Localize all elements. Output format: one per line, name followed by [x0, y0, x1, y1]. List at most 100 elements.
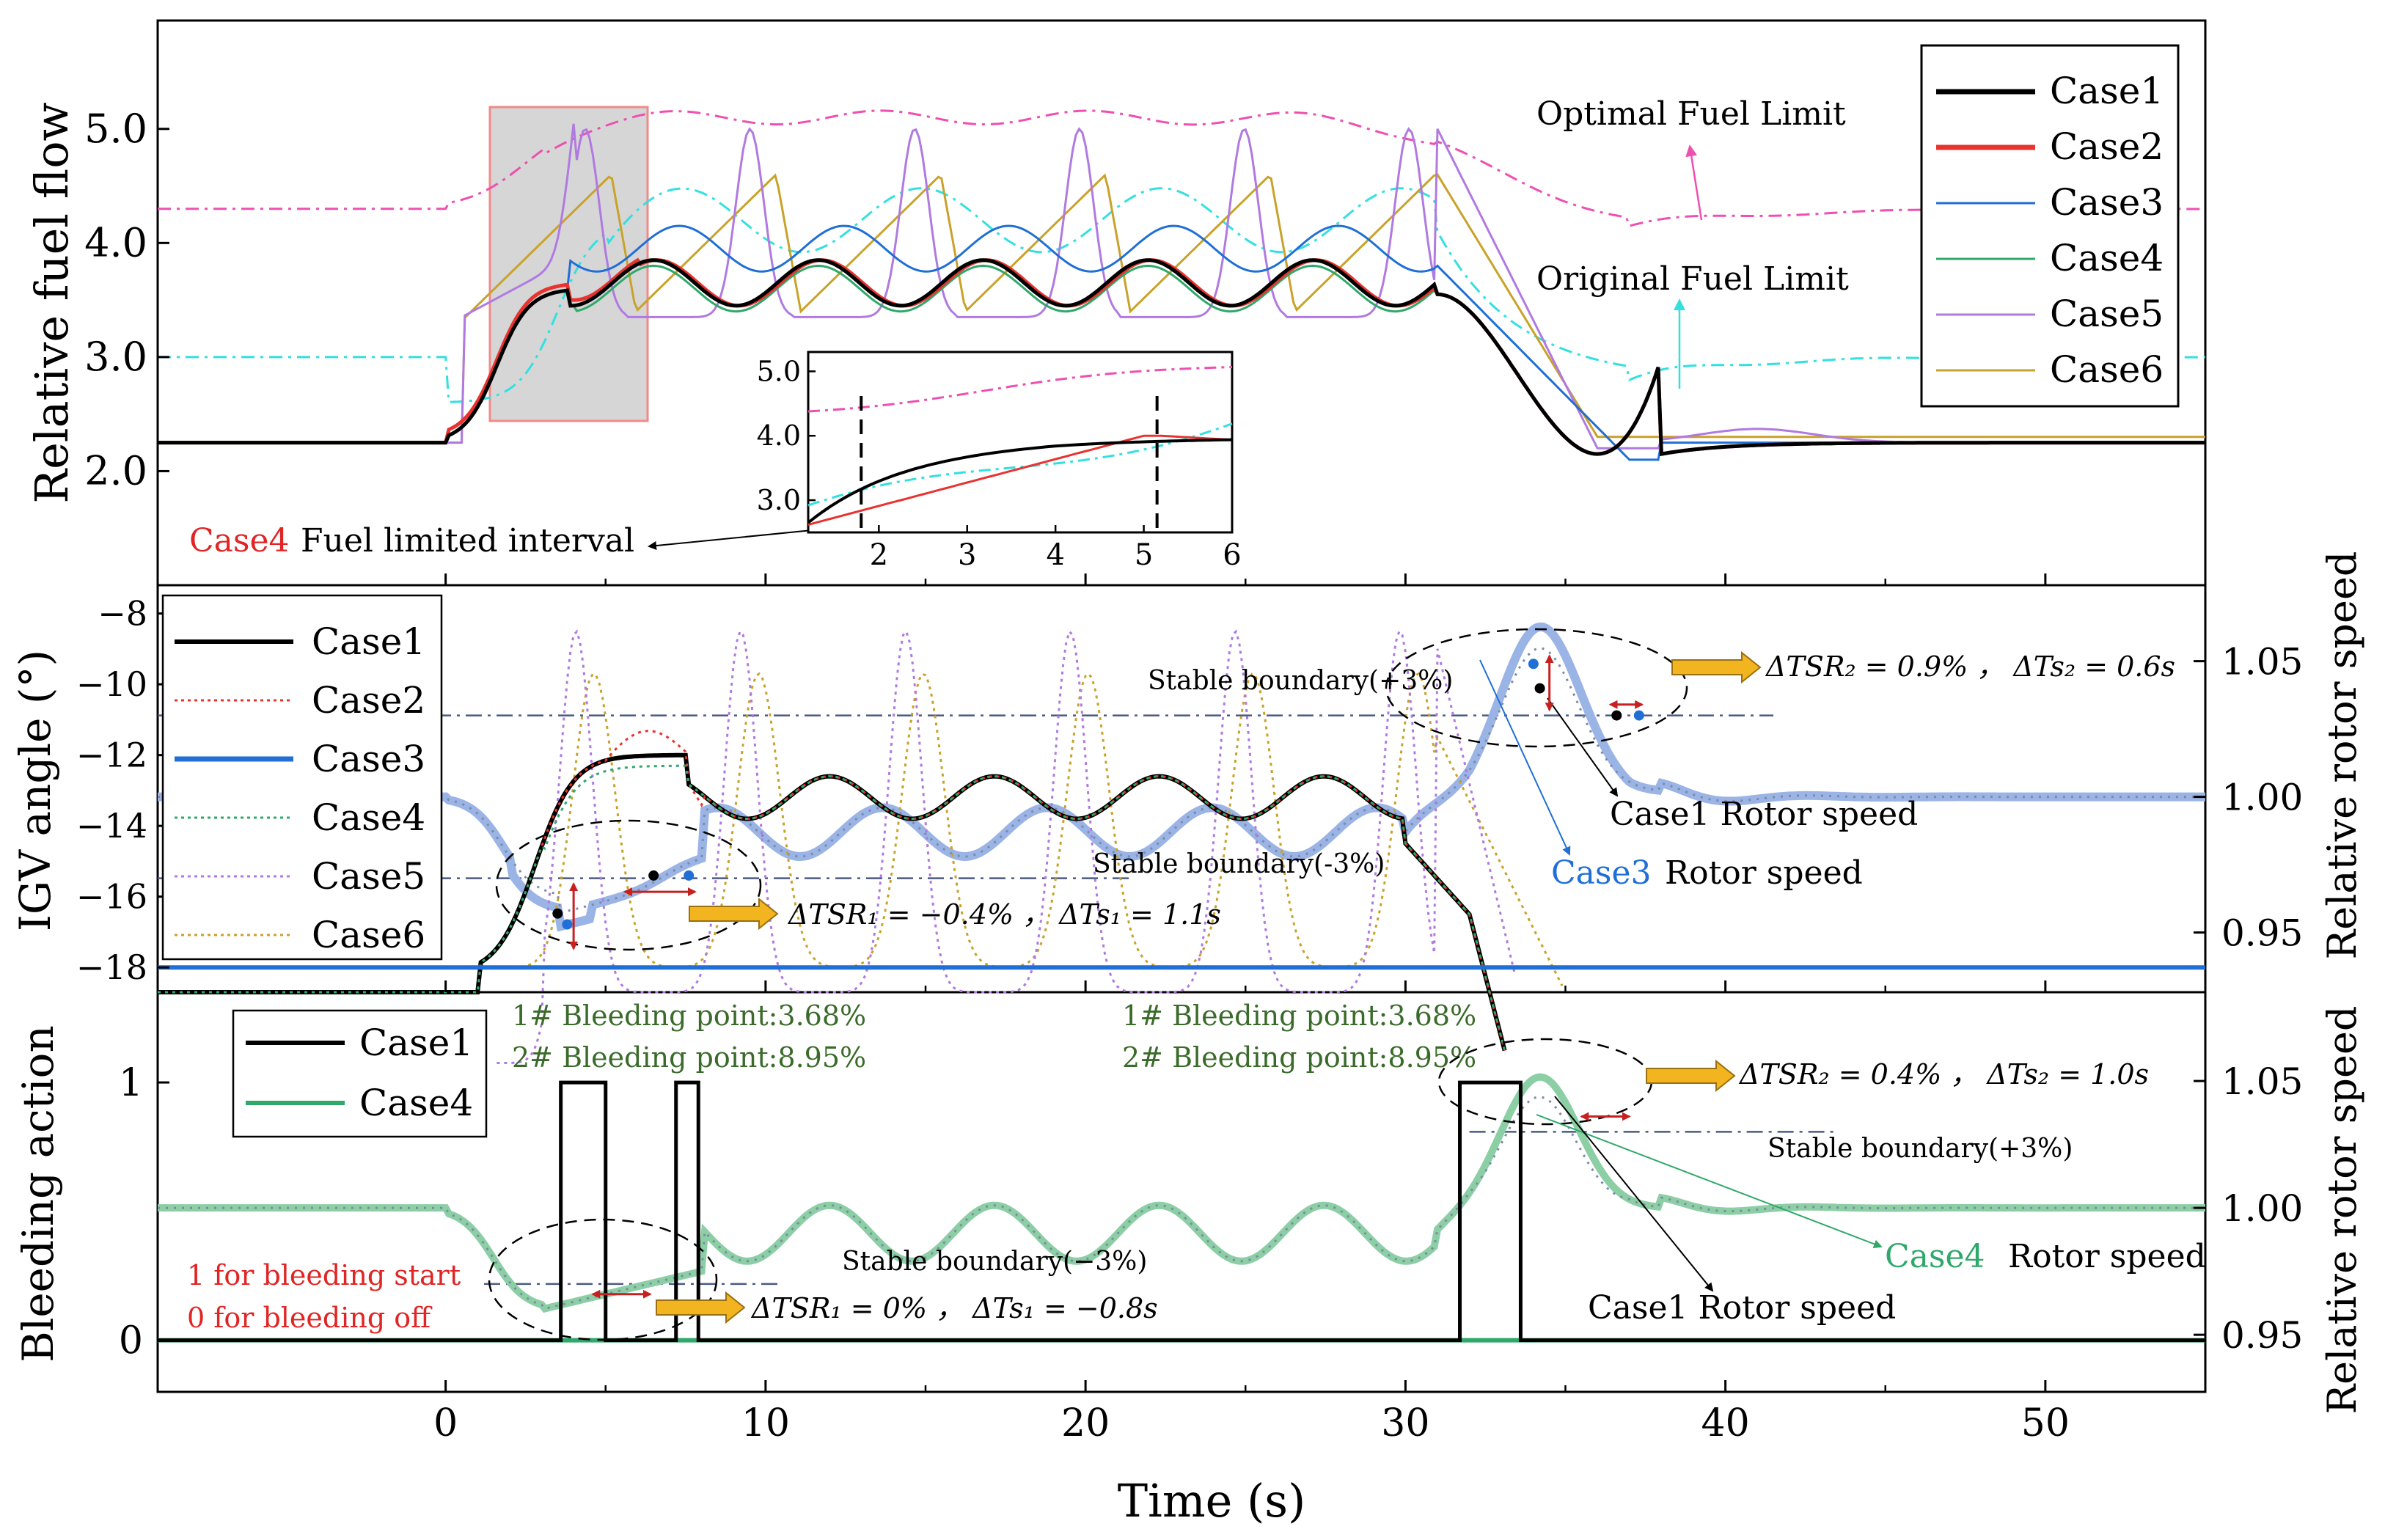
bleeding-legend-box [232, 1009, 488, 1138]
igv-ellipse-1 [495, 819, 762, 951]
igv-y-tick-label: −8 [98, 594, 147, 634]
original-fuel-limit-line [158, 187, 2205, 403]
igv-case1-pointer [1547, 697, 1619, 797]
bleeding-y-tick-label-right: 1.00 [2221, 1187, 2303, 1230]
x-tick-label: 40 [1701, 1401, 1750, 1445]
igv-marker-dot [1528, 659, 1539, 670]
inset-y-tick-label: 4.0 [757, 419, 801, 452]
igv-y-tick-label-right: 1.00 [2221, 777, 2303, 819]
bleed-ellipse-1 [488, 1218, 718, 1341]
bleeding-off-text: 0 for bleeding off [187, 1302, 433, 1334]
igv-legend: Case1 Case2 Case3 Case4 Case5 Case6 [161, 594, 443, 961]
bleed-point-1a: 1# Bleeding point:3.68% [512, 1000, 866, 1032]
bleeding-legend: Case1 Case4 [232, 1009, 488, 1138]
igv-ellipse-2 [1385, 628, 1688, 748]
optimal-limit-arrow [1685, 144, 1703, 221]
fuel-y-tick-label: 5.0 [84, 106, 147, 152]
bleed-point-2a: 1# Bleeding point:3.68% [1122, 1000, 1476, 1032]
bleed-point-2b: 2# Bleeding point:8.95% [1122, 1041, 1476, 1074]
bleeding-y-tick-label-right: 1.05 [2221, 1060, 2303, 1103]
igv-y-label-right: Relative rotor speed [2319, 551, 2365, 960]
x-axis-label: Time (s) [1118, 1474, 1306, 1528]
bleeding-legend-label: Case4 [359, 1082, 473, 1124]
igv-delta2-arrow [1671, 650, 1762, 684]
igv-y-tick-label: −12 [76, 736, 147, 775]
igv-y-tick-label: −18 [76, 947, 147, 987]
bleed-case1-rotor-label: Case1 Rotor speed [1588, 1289, 1896, 1327]
igv-series-case5 [497, 629, 1516, 1064]
igv-stable-plus-label: Stable boundary(+3%) [1148, 666, 1453, 696]
fuel-series-case6 [158, 173, 2205, 444]
fuel-limited-interval-label: Fuel limited interval [301, 522, 634, 560]
igv-delta1-arrow [689, 897, 779, 931]
igv-y-tick-label: −16 [76, 877, 147, 917]
igv-case3-pointer [1479, 659, 1571, 856]
bleed-case1-pointer [1554, 1096, 1714, 1292]
inset-case1-line [807, 438, 1233, 524]
bleed-case4-pointer [1536, 1114, 1883, 1249]
original-limit-label: Original Fuel Limit [1536, 260, 1849, 298]
igv-panel-frame [156, 584, 2207, 994]
inset-lines [807, 366, 1233, 532]
fuel-legend-box [1920, 44, 2180, 408]
bleeding-legend-items: Case1 Case4 [246, 1022, 473, 1124]
igv-legend-label: Case5 [312, 855, 425, 898]
fuel-y-tick-label: 4.0 [84, 219, 147, 265]
bleed-case4-label: Case4 [1885, 1238, 1985, 1275]
bleed-stable-minus-label: Stable boundary(−3%) [842, 1247, 1147, 1277]
igv-marker-dot [552, 908, 563, 919]
igv-marker-dot [648, 870, 659, 881]
bleed-delta1-arrow [656, 1291, 746, 1324]
fuel-y-label: Relative fuel flow [25, 102, 78, 503]
igv-legend-label: Case4 [312, 796, 425, 839]
fuel-panel: 2.0 3.0 4.0 5.0 Relative fuel flow Optimal … [25, 44, 2205, 572]
bleeding-panel: 10 1.051.000.95 Bleeding action Relative… [13, 1000, 2365, 1414]
igv-stable-minus-label: Stable boundary(-3%) [1093, 849, 1385, 879]
inset-y-tick-label: 5.0 [757, 355, 801, 387]
fuel-legend-label: Case5 [2050, 293, 2164, 335]
igv-rotor-speed-label: Rotor speed [1665, 854, 1863, 892]
bleeding-on-text: 1 for bleeding start [187, 1259, 461, 1291]
igv-delta1-text: ΔTSR₁ = −0.4% ， ΔTs₁ = 1.1s [787, 898, 1221, 931]
bleed-delta2-arrow [1646, 1059, 1736, 1093]
igv-legend-label: Case3 [312, 738, 425, 780]
bleeding-markers [591, 1112, 1631, 1299]
igv-case3-label: Case3 [1551, 854, 1652, 892]
fuel-legend-label: Case6 [2050, 348, 2164, 391]
igv-marker-dot [1534, 683, 1545, 694]
igv-case1-rotor-label: Case1 Rotor speed [1610, 796, 1918, 833]
case4-annotation-label: Case4 [189, 522, 290, 560]
igv-legend-label: Case6 [312, 914, 425, 956]
fuel-legend-label: Case1 [2050, 70, 2164, 112]
inset-x-tick-label: 2 [870, 538, 888, 572]
igv-y-label: IGV angle (°) [10, 650, 60, 931]
bleeding-y-tick-label: 1 [119, 1061, 143, 1105]
x-tick-label: 30 [1381, 1401, 1429, 1445]
igv-y-tick-label-right: 0.95 [2221, 912, 2303, 955]
fuel-inset: 2 3 4 5 6 3.0 4.0 5.0 [757, 351, 1242, 572]
x-axis-ticks: 0 10 20 30 40 50 [433, 573, 2207, 1445]
inset-original-line [807, 422, 1233, 507]
igv-y-ticks-right: 1.05 1.00 0.95 [2194, 641, 2303, 955]
bleeding-lines [158, 1073, 2205, 1343]
bleeding-y-ticks: 10 [119, 1061, 169, 1363]
igv-markers [552, 654, 1644, 950]
bleeding-y-ticks-right: 1.05 1.00 0.95 [2194, 1060, 2303, 1357]
bleeding-y-label-right: Relative rotor speed [2319, 1006, 2365, 1415]
fuel-legend: Case1 Case2 Case3 Case4 Case5 Case6 [1920, 44, 2180, 408]
igv-y-tick-label-right: 1.05 [2221, 641, 2303, 683]
fuel-series-case5 [158, 123, 2205, 450]
bleed-delta1-text: ΔTSR₁ = 0% ， ΔTs₁ = −0.8s [750, 1292, 1158, 1324]
igv-y-tick-label: −14 [76, 806, 147, 846]
igv-legend-box [161, 594, 443, 961]
fuel-legend-label: Case4 [2050, 237, 2164, 279]
x-tick-label: 20 [1061, 1401, 1110, 1445]
inset-ticks: 2 3 4 5 6 3.0 4.0 5.0 [757, 355, 1242, 572]
igv-series-case2 [158, 730, 1506, 1051]
igv-lines [158, 622, 2205, 1064]
bleeding-y-tick-label-right: 0.95 [2221, 1314, 2303, 1357]
igv-marker-dot [1633, 710, 1644, 721]
fuel-legend-items: Case1 Case2 Case3 Case4 Case5 Case6 [1936, 70, 2164, 391]
igv-marker-dot [1611, 710, 1622, 721]
igv-legend-label: Case2 [312, 679, 425, 722]
